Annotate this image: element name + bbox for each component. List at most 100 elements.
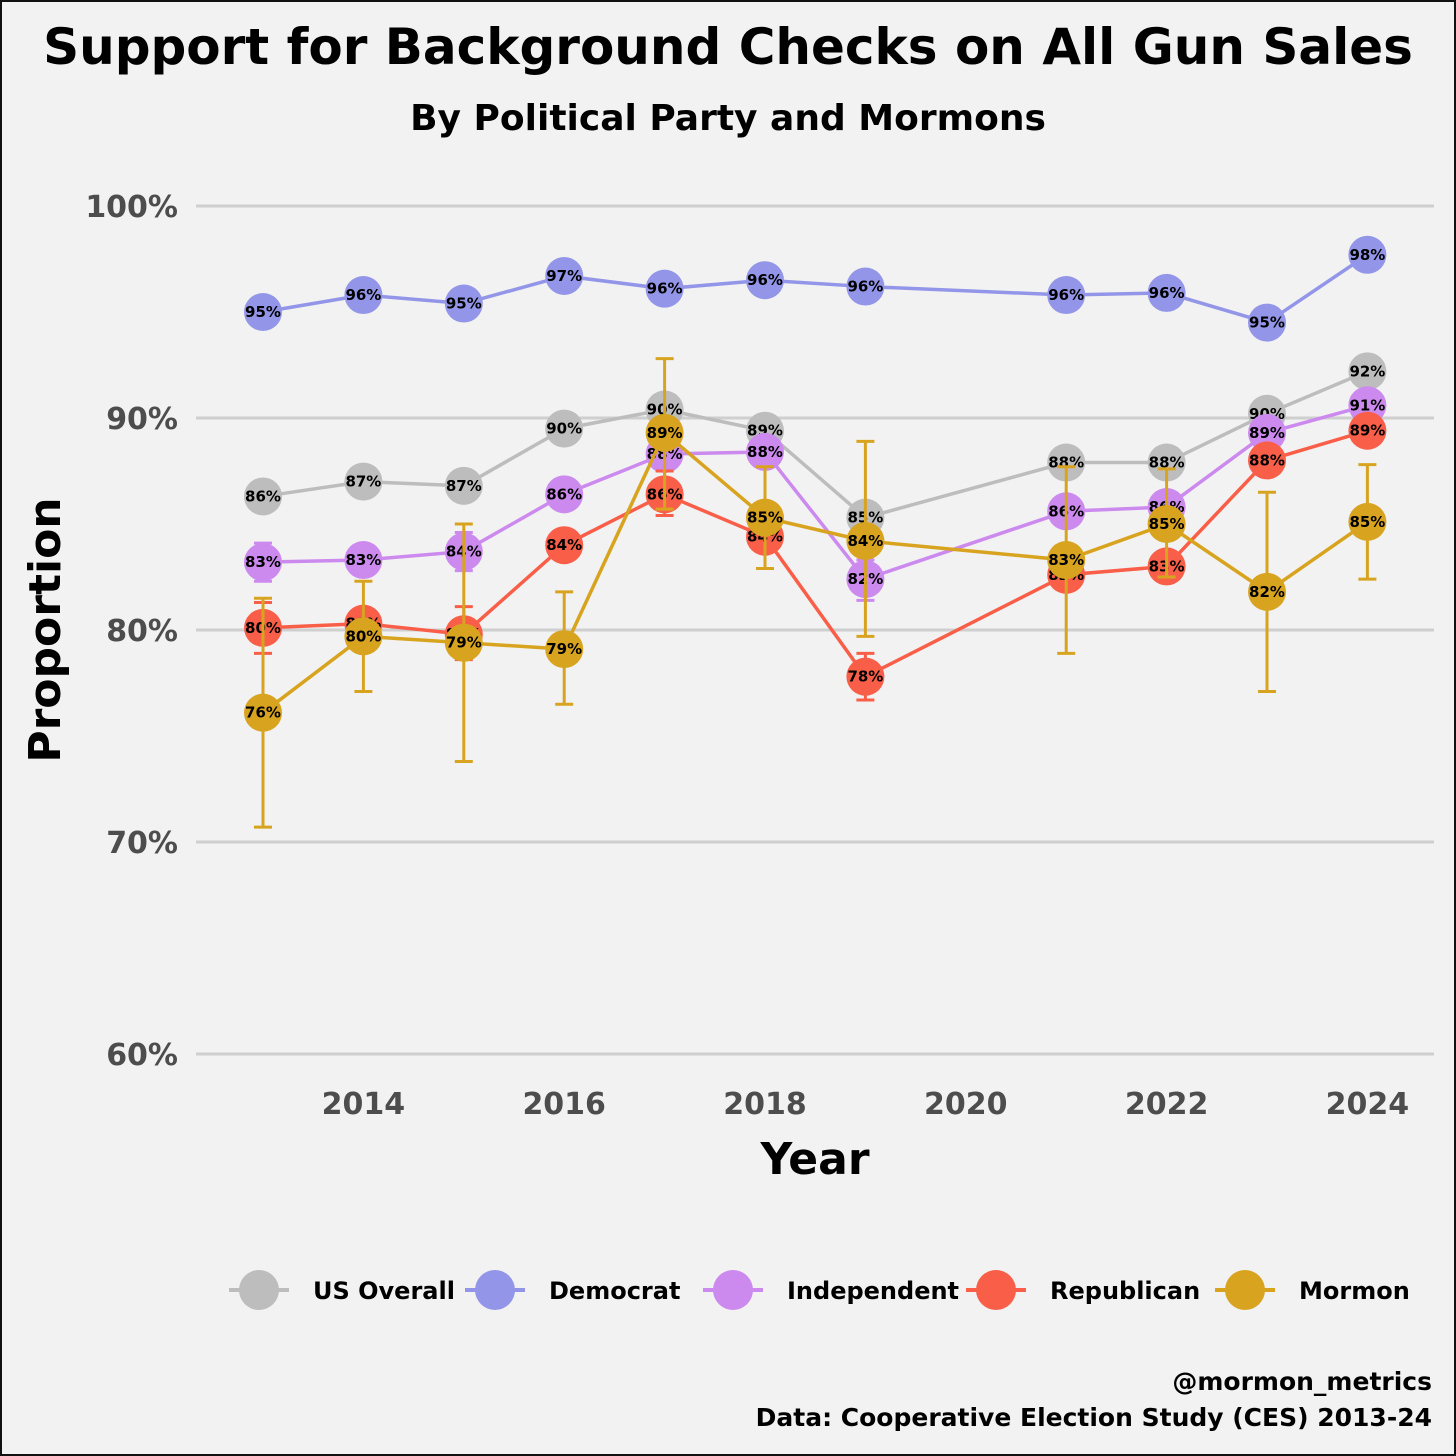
data-point <box>244 293 282 331</box>
data-point <box>1147 505 1186 543</box>
data-point <box>444 623 483 662</box>
data-point <box>645 413 684 452</box>
data-label: 92% <box>1349 362 1385 380</box>
data-label: 91% <box>1349 396 1385 414</box>
data-label: 83% <box>1048 551 1084 569</box>
data-point <box>244 477 282 516</box>
data-point <box>846 267 885 306</box>
legend-marker <box>475 1270 515 1310</box>
data-point <box>1248 413 1286 452</box>
data-label: 85% <box>1349 513 1385 531</box>
data-point <box>1348 502 1387 541</box>
credit-source: Data: Cooperative Election Study (CES) 2… <box>756 1403 1432 1432</box>
series-layer: 86%87%87%90%90%89%85%88%88%90%92%95%96%9… <box>244 235 1387 829</box>
series-mormon: 76% 80% 79% 79% 89% 85% 84% 83% 85% 82% 85% <box>244 357 1387 829</box>
legend-marker <box>713 1270 753 1310</box>
data-label: 80% <box>345 627 381 645</box>
data-label: 89% <box>647 424 683 442</box>
series-democrat: 95% 96% 95% 97% 96% 96% 96% 96% 96% 95% 98% <box>244 235 1387 342</box>
data-point <box>244 543 282 582</box>
data-point <box>545 526 584 565</box>
data-label: 84% <box>546 536 582 554</box>
data-point <box>545 256 584 295</box>
data-label: 79% <box>446 634 482 652</box>
data-label: 84% <box>847 532 883 550</box>
data-point <box>746 261 784 300</box>
x-axis-ticks: 2014 2016 2018 2020 2022 2024 <box>322 1087 1410 1122</box>
data-label: 82% <box>1249 583 1285 601</box>
data-point <box>746 498 784 537</box>
x-axis-title: Year <box>759 1134 869 1185</box>
x-tick-label: 2022 <box>1125 1087 1209 1122</box>
data-label: 87% <box>345 473 381 491</box>
chart-subtitle: By Political Party and Mormons <box>410 98 1046 139</box>
data-label: 95% <box>446 295 482 313</box>
data-label: 96% <box>747 271 783 289</box>
data-label: 90% <box>546 420 582 438</box>
series-line <box>262 253 1369 325</box>
legend-marker <box>239 1270 279 1310</box>
gridlines <box>196 204 1434 1056</box>
data-point <box>344 462 383 501</box>
y-tick-label: 80% <box>106 614 178 649</box>
data-point <box>1348 352 1387 391</box>
data-label: 98% <box>1349 246 1385 264</box>
data-label: 96% <box>1048 286 1084 304</box>
data-label: 88% <box>747 443 783 461</box>
data-point <box>1047 276 1086 315</box>
data-label: 86% <box>245 487 281 505</box>
data-label: 95% <box>1249 314 1285 332</box>
data-label: 89% <box>1249 424 1285 442</box>
data-point <box>1348 411 1387 450</box>
legend-label: US Overall <box>313 1277 455 1305</box>
series-us-overall: 86%87%87%90%90%89%85%88%88%90%92% <box>244 352 1387 537</box>
data-point <box>846 521 885 560</box>
data-label: 78% <box>847 668 883 686</box>
data-point <box>746 432 784 471</box>
credit-handle: @mormon_metrics <box>1172 1367 1432 1396</box>
legend-marker <box>976 1270 1016 1310</box>
data-label: 88% <box>1249 451 1285 469</box>
legend-item-republican: Republican <box>966 1270 1200 1310</box>
legend-label: Democrat <box>549 1277 680 1305</box>
legend: US Overall Democrat Independent Republican M… <box>229 1270 1410 1310</box>
data-label: 86% <box>546 485 582 503</box>
data-point <box>545 475 584 514</box>
legend-item-independent: Independent <box>703 1270 959 1310</box>
data-label: 76% <box>245 704 281 722</box>
data-point <box>846 657 885 696</box>
y-axis-title: Proportion <box>20 497 71 762</box>
legend-item-us-overall: US Overall <box>229 1270 455 1310</box>
legend-label: Republican <box>1050 1277 1200 1305</box>
data-label: 85% <box>747 509 783 527</box>
x-tick-label: 2018 <box>723 1087 807 1122</box>
y-tick-label: 70% <box>106 826 178 861</box>
data-point <box>1248 441 1286 480</box>
legend-item-mormon: Mormon <box>1215 1270 1410 1310</box>
data-point <box>244 693 282 732</box>
data-point <box>1147 273 1186 312</box>
legend-marker <box>1225 1270 1265 1310</box>
data-point <box>1248 303 1286 342</box>
data-point <box>444 466 483 505</box>
data-point <box>645 269 684 308</box>
data-point <box>1348 235 1387 274</box>
series-line <box>262 403 1368 582</box>
y-tick-label: 90% <box>106 402 178 437</box>
data-point <box>444 284 483 323</box>
chart-title: Support for Background Checks on All Gun… <box>43 18 1413 76</box>
data-label: 88% <box>1149 454 1185 472</box>
legend-label: Independent <box>787 1277 959 1305</box>
data-label: 79% <box>546 640 582 658</box>
data-point <box>344 541 383 580</box>
data-label: 96% <box>345 286 381 304</box>
data-label: 96% <box>647 280 683 298</box>
data-point <box>1248 572 1286 611</box>
data-label: 83% <box>245 553 281 571</box>
data-label: 95% <box>245 303 281 321</box>
data-point <box>1047 443 1086 482</box>
y-tick-label: 60% <box>106 1038 178 1073</box>
data-point <box>1047 541 1086 580</box>
